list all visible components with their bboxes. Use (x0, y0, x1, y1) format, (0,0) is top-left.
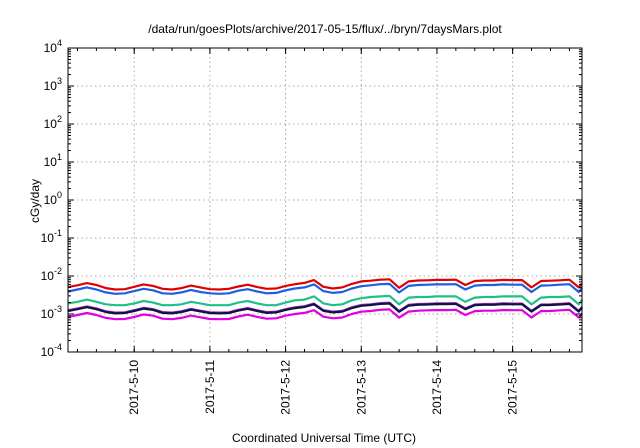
chart-title: /data/run/goesPlots/archive/2017-05-15/f… (148, 22, 502, 36)
y-axis-label: cGy/day (28, 179, 42, 223)
grid-lines (68, 48, 582, 352)
x-tick-label: 2017-5-14 (430, 360, 444, 415)
y-tick-label: 10-2 (41, 266, 62, 283)
series-line-5 (67, 302, 583, 315)
series-line-3 (67, 294, 583, 307)
series-lines (67, 278, 583, 321)
y-tick-label: 10-1 (41, 228, 62, 245)
x-axis-label: Coordinated Universal Time (UTC) (232, 431, 416, 445)
x-tick-label: 2017-5-12 (279, 360, 293, 415)
y-tick-label: 10-3 (41, 304, 62, 321)
y-tick-label: 101 (44, 152, 62, 169)
y-tick-label: 104 (44, 38, 62, 55)
y-tick-label: 10-4 (41, 342, 62, 359)
series-line-1 (67, 278, 583, 291)
series-line-6 (67, 308, 583, 321)
x-tick-label: 2017-5-15 (506, 360, 520, 415)
y-tick-label: 100 (44, 190, 62, 207)
y-tick-label: 102 (44, 114, 62, 131)
x-axis: 2017-5-10 2017-5-11 2017-5-12 2017-5-13 2017… (76, 48, 570, 415)
x-tick-label: 2017-5-11 (203, 360, 217, 414)
x-tick-label: 2017-5-13 (354, 360, 368, 415)
series-line-2 (67, 282, 583, 295)
y-axis: 10-4 10-3 10-2 10-1 100 101 102 103 104 (41, 38, 582, 359)
x-tick-label: 2017-5-10 (127, 360, 141, 415)
y-tick-label: 103 (44, 76, 62, 93)
